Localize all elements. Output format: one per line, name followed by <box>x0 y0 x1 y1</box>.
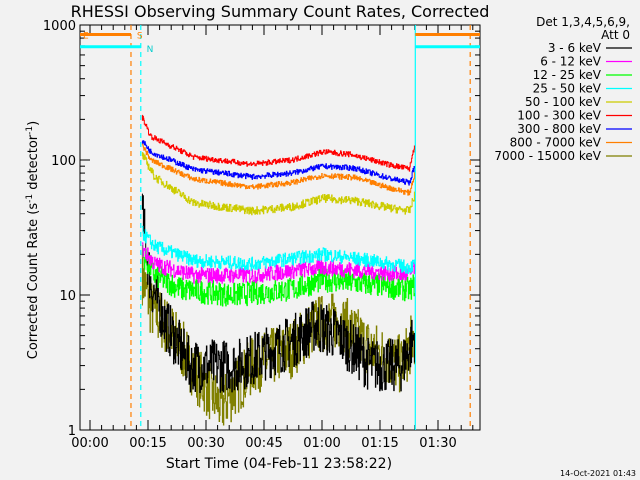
series-line-4 <box>141 152 415 216</box>
legend-entry-4: 50 - 100 keV <box>525 95 602 109</box>
series-line-7 <box>141 143 415 196</box>
y-tick-label-3: 1000 <box>43 19 76 34</box>
x-tick-label-5: 01:15 <box>361 436 398 451</box>
y-tick-label-2: 100 <box>51 154 76 169</box>
plot-area: 1 10 100 1000 00:00 00:15 00:30 00:45 01:00 01:15… <box>43 19 481 451</box>
series-line-6 <box>141 140 415 186</box>
x-tick-label-2: 00:30 <box>187 436 224 451</box>
y-axis-label-sup1: -1 <box>25 194 35 203</box>
y-axis-label-part3: ) <box>26 121 41 126</box>
legend-entry-7: 800 - 7000 keV <box>510 136 602 150</box>
flag-label-eclipse: E <box>83 32 89 42</box>
x-tick-label-0: 00:00 <box>71 436 108 451</box>
legend-entry-8: 7000 - 15000 keV <box>494 149 601 163</box>
series-line-1 <box>141 242 415 284</box>
plot-frame <box>79 24 481 431</box>
y-axis-label-part1: Corrected Count Rate (s <box>26 203 41 360</box>
x-tick-label-1: 00:15 <box>129 436 166 451</box>
legend-entry-1: 6 - 12 keV <box>540 55 602 69</box>
legend-entry-6: 300 - 800 keV <box>517 122 601 136</box>
chart-title: RHESSI Observing Summary Count Rates, Co… <box>71 2 490 21</box>
flag-label-saa: S <box>137 32 143 42</box>
y-axis-label-sup2: -1 <box>25 126 35 135</box>
x-tick-label-3: 00:45 <box>245 436 282 451</box>
x-tick-label-6: 01:30 <box>419 436 456 451</box>
legend-entry-2: 12 - 25 keV <box>533 68 602 82</box>
y-tick-label-0: 1 <box>68 424 76 439</box>
series-line-5 <box>141 114 415 172</box>
x-axis-label: Start Time (04-Feb-11 23:58:22) <box>166 456 392 472</box>
y-tick-label-1: 10 <box>59 289 76 304</box>
legend-entry-0: 3 - 6 keV <box>548 41 602 55</box>
y-axis-label: Corrected Count Rate (s-1 detector-1) <box>25 121 41 359</box>
legend-entry-5: 100 - 300 keV <box>517 109 601 123</box>
flag-label-night: N <box>147 45 154 55</box>
legend-header-line1: Det 1,3,4,5,6,9, <box>536 15 630 29</box>
legend-header-line2: Att 0 <box>601 28 630 42</box>
timestamp-label: 14-Oct-2021 01:43 <box>560 469 636 478</box>
series-line-3 <box>141 225 415 274</box>
x-tick-label-4: 01:00 <box>303 436 340 451</box>
series-line-0 <box>141 193 415 393</box>
legend-entry-3: 25 - 50 keV <box>533 82 602 96</box>
series-line-2 <box>141 244 415 307</box>
y-axis-label-part2: detector <box>26 134 41 194</box>
